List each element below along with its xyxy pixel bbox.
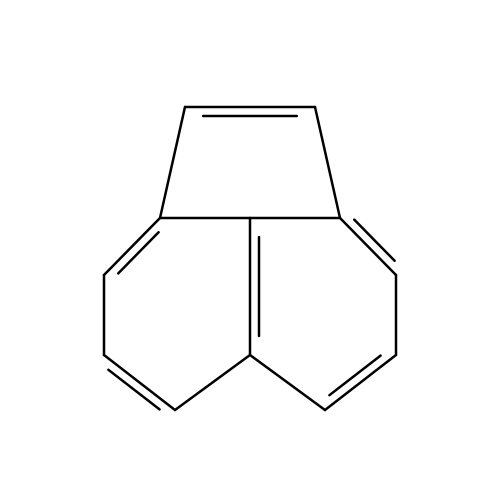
molecule-diagram <box>0 0 500 500</box>
